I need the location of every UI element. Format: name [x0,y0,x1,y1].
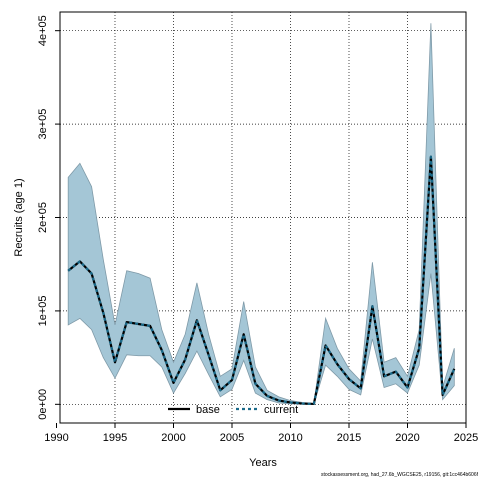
x-tick-label: 2020 [395,432,419,444]
legend-label-current: current [264,404,298,416]
y-axis-label: Recruits (age 1) [13,178,25,256]
plot-frame [59,11,467,424]
x-tick-label: 1995 [103,432,127,444]
y-tick-label: 2e+05 [37,202,49,233]
y-tick-label: 4e+05 [37,15,49,46]
x-tick-label: 2010 [278,432,302,444]
series-line-current [67,155,456,406]
x-tick-label: 2000 [161,432,185,444]
y-tick-label: 1e+05 [37,295,49,326]
confidence-band [67,23,455,405]
x-tick-label: 2005 [220,432,244,444]
x-tick-label: 2015 [337,432,361,444]
y-tick-label: 3e+05 [37,109,49,140]
x-axis-label: Years [249,457,277,469]
footer-source-text: stockassessment.org, had_27.6b_WGCSE25, … [320,472,478,478]
x-tick-label: 1990 [44,432,68,444]
y-tick-label: 0e+00 [37,389,49,420]
legend-label-base: base [196,404,220,416]
x-tick-label: 2025 [454,432,478,444]
